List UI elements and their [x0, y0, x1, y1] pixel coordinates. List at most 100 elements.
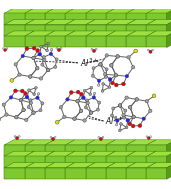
- Polygon shape: [4, 8, 34, 13]
- Polygon shape: [126, 25, 146, 36]
- Polygon shape: [126, 156, 146, 168]
- Circle shape: [16, 137, 19, 140]
- Circle shape: [95, 48, 97, 50]
- Circle shape: [108, 78, 112, 81]
- Circle shape: [35, 86, 37, 89]
- Circle shape: [32, 111, 35, 114]
- Circle shape: [18, 136, 20, 137]
- Circle shape: [46, 49, 48, 52]
- Circle shape: [114, 74, 118, 77]
- Circle shape: [43, 58, 46, 62]
- Circle shape: [152, 49, 154, 51]
- Circle shape: [125, 74, 129, 78]
- Circle shape: [51, 137, 55, 140]
- Polygon shape: [86, 13, 106, 25]
- Circle shape: [29, 75, 32, 78]
- Polygon shape: [45, 25, 65, 36]
- Polygon shape: [45, 8, 75, 13]
- Polygon shape: [106, 19, 135, 25]
- Circle shape: [125, 96, 128, 99]
- Polygon shape: [86, 168, 106, 179]
- Circle shape: [36, 49, 40, 52]
- Circle shape: [116, 55, 119, 58]
- Polygon shape: [25, 168, 45, 179]
- Text: $Al^{3+}$: $Al^{3+}$: [80, 57, 98, 69]
- Polygon shape: [25, 163, 54, 168]
- Polygon shape: [65, 145, 86, 156]
- Polygon shape: [86, 19, 115, 25]
- Polygon shape: [86, 31, 115, 36]
- Polygon shape: [45, 145, 65, 156]
- Circle shape: [99, 137, 102, 140]
- Circle shape: [40, 45, 42, 48]
- Circle shape: [38, 52, 42, 56]
- Polygon shape: [86, 25, 106, 36]
- Circle shape: [131, 124, 135, 128]
- Circle shape: [32, 56, 35, 60]
- Circle shape: [50, 48, 53, 51]
- Circle shape: [97, 84, 100, 86]
- Polygon shape: [146, 13, 167, 25]
- Circle shape: [25, 95, 29, 99]
- Circle shape: [123, 116, 126, 119]
- Circle shape: [115, 123, 118, 126]
- Polygon shape: [126, 140, 156, 145]
- Circle shape: [150, 136, 152, 137]
- Polygon shape: [126, 31, 156, 36]
- Circle shape: [83, 89, 86, 92]
- Circle shape: [36, 96, 39, 99]
- Circle shape: [29, 99, 32, 102]
- Circle shape: [55, 58, 58, 61]
- Polygon shape: [4, 163, 34, 168]
- Circle shape: [39, 109, 42, 112]
- Circle shape: [118, 104, 122, 107]
- Polygon shape: [106, 151, 135, 156]
- Circle shape: [101, 90, 104, 92]
- Circle shape: [147, 137, 150, 139]
- Polygon shape: [45, 163, 75, 168]
- Circle shape: [128, 105, 132, 109]
- Polygon shape: [126, 8, 156, 13]
- Polygon shape: [4, 156, 25, 168]
- Circle shape: [50, 136, 52, 138]
- Polygon shape: [65, 8, 95, 13]
- Polygon shape: [65, 31, 95, 36]
- Circle shape: [79, 109, 83, 112]
- Circle shape: [102, 82, 104, 85]
- Circle shape: [19, 98, 23, 102]
- Circle shape: [63, 115, 66, 119]
- Polygon shape: [146, 36, 167, 47]
- Circle shape: [122, 82, 125, 86]
- Polygon shape: [146, 31, 171, 36]
- Polygon shape: [25, 145, 45, 156]
- Circle shape: [135, 98, 138, 101]
- Polygon shape: [167, 151, 171, 168]
- Polygon shape: [4, 145, 25, 156]
- Circle shape: [2, 103, 5, 106]
- Circle shape: [126, 119, 130, 122]
- Circle shape: [135, 98, 138, 101]
- Circle shape: [116, 119, 119, 122]
- Circle shape: [14, 63, 17, 66]
- Circle shape: [93, 92, 96, 95]
- Circle shape: [145, 99, 149, 103]
- Circle shape: [18, 73, 21, 76]
- Circle shape: [76, 99, 79, 103]
- Circle shape: [59, 105, 63, 109]
- Polygon shape: [25, 19, 54, 25]
- Polygon shape: [25, 36, 45, 47]
- Circle shape: [111, 81, 114, 85]
- Polygon shape: [25, 140, 54, 145]
- Circle shape: [128, 105, 132, 109]
- Polygon shape: [25, 13, 45, 25]
- Polygon shape: [86, 151, 115, 156]
- Polygon shape: [4, 25, 25, 36]
- Circle shape: [23, 92, 27, 95]
- Circle shape: [98, 136, 100, 138]
- Polygon shape: [4, 19, 34, 25]
- Circle shape: [4, 49, 6, 51]
- Polygon shape: [126, 19, 156, 25]
- Polygon shape: [167, 163, 171, 179]
- Circle shape: [10, 78, 14, 82]
- Circle shape: [96, 108, 100, 111]
